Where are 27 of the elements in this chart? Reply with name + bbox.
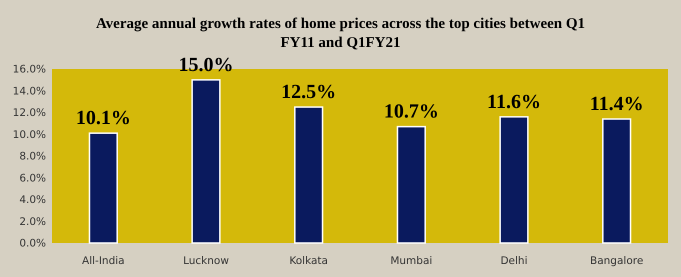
y-tick-label: 16.0% — [12, 64, 46, 76]
data-label: 11.4% — [590, 93, 644, 116]
bar — [499, 116, 529, 244]
bar — [191, 79, 221, 244]
data-label: 12.5% — [281, 81, 336, 104]
data-label: 10.7% — [384, 100, 439, 123]
x-tick-label: Lucknow — [183, 255, 230, 267]
x-tick-label: Delhi — [500, 255, 528, 267]
y-tick-label: 10.0% — [12, 128, 46, 141]
x-tick-label: All-India — [82, 255, 125, 267]
x-tick-label: Kolkata — [289, 255, 328, 267]
y-tick-label: 6.0% — [19, 172, 46, 184]
bar — [294, 106, 324, 244]
y-tick-label: 12.0% — [12, 107, 46, 120]
y-tick-label: 4.0% — [19, 194, 46, 206]
x-tick-label: Bangalore — [590, 255, 644, 267]
bar — [396, 126, 426, 244]
y-tick-label: 8.0% — [19, 150, 46, 163]
bar — [602, 118, 632, 244]
chart-title: Average annual growth rates of home prices across the top cities between Q1 FY11 and Q1FY21 — [96, 16, 586, 51]
bar — [88, 132, 118, 244]
y-tick-label: 14.0% — [12, 85, 46, 98]
x-tick-label: Mumbai — [390, 255, 432, 267]
data-label: 10.1% — [76, 107, 131, 130]
y-tick-label: 2.0% — [19, 216, 46, 228]
data-label: 11.6% — [487, 90, 541, 113]
y-tick-label: 0.0% — [19, 238, 46, 250]
